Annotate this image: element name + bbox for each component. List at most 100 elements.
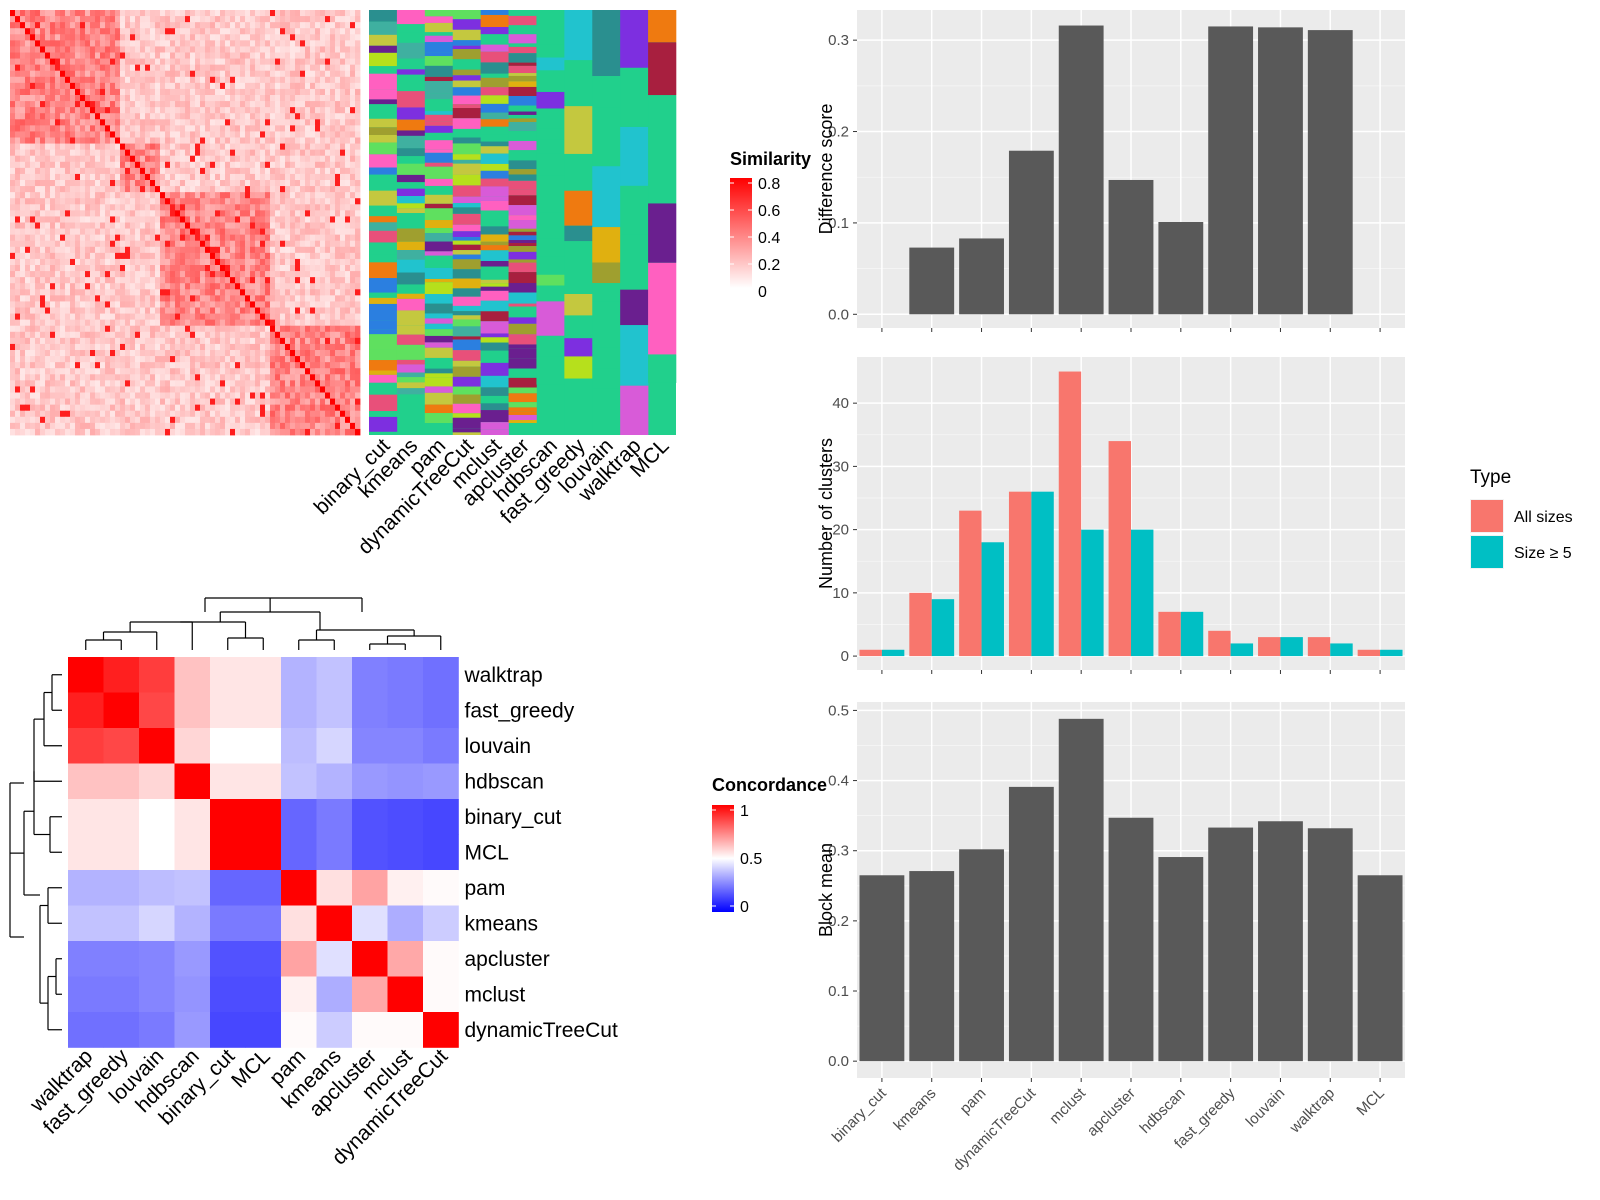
similarity-cell [30,137,36,144]
similarity-cell [270,313,276,321]
similarity-cell [215,380,221,387]
similarity-cell [70,143,76,151]
similarity-cell [10,337,16,345]
similarity-cell [155,416,161,424]
similarity-cell [280,210,286,217]
similarity-cell [155,76,161,84]
similarity-cell [345,362,351,369]
similarity-cell [140,398,146,406]
similarity-cell [320,398,326,406]
similarity-cell [350,216,356,223]
similarity-cell [40,343,46,351]
similarity-cell [150,95,156,102]
similarity-cell [60,210,66,217]
similarity-cell [310,222,316,229]
similarity-cell [340,34,346,41]
similarity-cell [65,362,71,369]
similarity-cell [275,252,281,260]
similarity-cell [200,331,206,339]
similarity-cell [20,350,26,357]
similarity-cell [200,22,206,29]
similarity-cell [10,252,16,260]
similarity-cell [155,52,161,59]
similarity-cell [225,331,231,339]
similarity-cell [190,319,196,327]
similarity-cell [345,82,351,90]
similarity-cell [285,155,291,163]
similarity-cell [175,143,181,151]
similarity-cell [260,362,266,369]
similarity-cell [90,198,96,205]
similarity-cell [185,46,191,53]
similarity-cell [180,313,186,321]
similarity-cell [65,143,71,151]
similarity-cell [70,386,76,393]
method-segment [396,310,426,326]
similarity-cell [20,240,26,248]
similarity-cell [210,246,216,254]
similarity-cell [275,240,281,248]
similarity-cell [300,319,306,327]
similarity-cell [290,295,296,302]
similarity-cell [100,137,106,144]
similarity-cell [160,180,166,187]
similarity-cell [255,186,261,193]
similarity-cell [315,137,321,144]
similarity-cell [205,143,211,151]
similarity-cell [300,252,306,260]
similarity-cell [50,125,56,132]
similarity-cell [155,386,161,393]
similarity-cell [135,88,141,96]
similarity-cell [350,410,356,418]
similarity-cell [50,325,56,333]
similarity-cell [195,210,201,217]
similarity-cell [320,58,326,66]
similarity-cell [295,155,301,163]
similarity-cell [115,192,121,199]
similarity-cell [200,70,206,78]
similarity-cell [90,173,96,181]
similarity-cell [15,107,21,114]
similarity-cell [85,161,91,169]
similarity-cell [260,271,266,278]
similarity-cell [30,386,36,393]
similarity-cell [240,131,246,138]
similarity-cell [95,277,101,284]
similarity-cell [40,149,46,157]
similarity-cell [285,258,291,266]
similarity-cell [315,325,321,333]
similarity-cell [110,198,116,205]
similarity-cell [295,295,301,302]
similarity-cell [335,343,341,351]
similarity-cell [300,76,306,84]
similarity-cell [100,149,106,157]
similarity-cell [300,240,306,248]
similarity-cell [40,52,46,59]
similarity-cell [340,228,346,236]
similarity-cell [235,113,241,120]
similarity-cell [305,210,311,217]
similarity-cell [55,362,61,369]
similarity-cell [320,64,326,72]
similarity-cell [125,34,131,41]
similarity-cell [30,410,36,418]
similarity-cell [30,149,36,157]
similarity-cell [30,258,36,266]
similarity-cell [215,64,221,72]
similarity-cell [75,192,81,199]
similarity-cell [305,325,311,333]
similarity-cell [135,76,141,84]
similarity-cell [340,167,346,175]
similarity-cell [230,398,236,406]
similarity-cell [305,265,311,272]
similarity-cell [185,368,191,375]
similarity-cell [50,131,56,138]
similarity-cell [115,113,121,120]
similarity-cell [260,70,266,78]
similarity-cell [60,22,66,29]
similarity-cell [65,337,71,345]
similarity-cell [240,161,246,169]
similarity-cell [100,22,106,29]
similarity-cell [315,95,321,102]
similarity-cell [130,356,136,363]
